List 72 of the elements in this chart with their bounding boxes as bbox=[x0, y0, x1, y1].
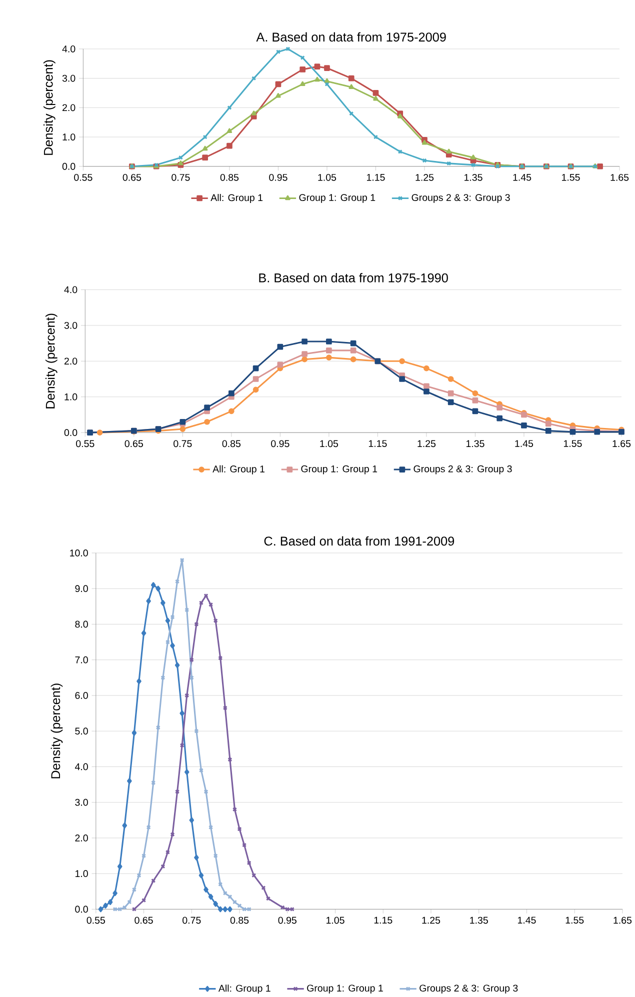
x-tick-label: 0.85 bbox=[222, 440, 240, 448]
x-tick-label: 1.35 bbox=[470, 916, 488, 924]
y-tick-label: 0.0 bbox=[75, 906, 88, 913]
legend-label: All: Group 1 bbox=[210, 194, 262, 204]
legend-label: Groups 2 & 3: Group 3 bbox=[412, 194, 510, 203]
x-tick-label: 1.05 bbox=[318, 174, 336, 181]
y-tick-label: 6.0 bbox=[75, 692, 88, 699]
x-tick-label: 0.65 bbox=[122, 174, 141, 181]
chart-title: A. Based on data from 1975-2009 bbox=[256, 32, 446, 42]
legend-label: Groups 2 & 3: Group 3 bbox=[420, 984, 518, 994]
x-tick-label: 1.25 bbox=[416, 174, 434, 181]
chart-title: B. Based on data from 1975-1990 bbox=[259, 273, 448, 282]
x-tick-label: 0.85 bbox=[230, 916, 249, 924]
x-tick-label: 0.55 bbox=[74, 174, 92, 181]
x-tick-label: 0.85 bbox=[220, 174, 238, 181]
y-tick-label: 9.0 bbox=[75, 585, 88, 592]
x-tick-label: 1.05 bbox=[320, 440, 338, 448]
x-tick-label: 1.45 bbox=[515, 440, 533, 447]
x-tick-label: 1.45 bbox=[513, 174, 531, 181]
x-tick-label: 0.95 bbox=[278, 916, 296, 924]
x-tick-label: 0.55 bbox=[86, 916, 105, 924]
x-tick-label: 1.55 bbox=[564, 440, 582, 447]
x-tick-label: 1.35 bbox=[466, 440, 484, 448]
legend-label: All: Group 1 bbox=[212, 465, 264, 474]
x-tick-label: 0.55 bbox=[76, 440, 94, 448]
x-tick-label: 0.65 bbox=[124, 440, 143, 448]
y-tick-label: 2.0 bbox=[64, 358, 78, 365]
x-tick-label: 1.65 bbox=[610, 174, 629, 181]
legend-label: Group 1: Group 1 bbox=[301, 465, 377, 474]
y-tick-label: 4.0 bbox=[62, 45, 76, 52]
y-axis-title: Density (percent) bbox=[45, 314, 58, 408]
x-tick-label: 1.65 bbox=[614, 916, 632, 924]
x-tick-label: 1.05 bbox=[326, 916, 344, 924]
y-tick-label: 1.0 bbox=[75, 870, 88, 878]
x-tick-label: 0.75 bbox=[173, 440, 192, 448]
x-tick-label: 0.75 bbox=[182, 916, 201, 924]
chart-title: C. Based on data from 1991-2009 bbox=[264, 536, 454, 546]
y-tick-label: 10.0 bbox=[70, 550, 88, 556]
x-tick-label: 1.55 bbox=[566, 916, 584, 924]
y-tick-label: 2.0 bbox=[62, 104, 76, 112]
y-tick-label: 7.0 bbox=[75, 656, 88, 664]
y-tick-label: 0.0 bbox=[64, 429, 78, 436]
y-tick-label: 2.0 bbox=[75, 834, 88, 842]
y-tick-label: 8.0 bbox=[75, 620, 88, 628]
y-tick-label: 3.0 bbox=[64, 322, 78, 329]
x-tick-label: 1.65 bbox=[612, 440, 630, 448]
legend-label: Groups 2 & 3: Group 3 bbox=[414, 465, 512, 474]
x-tick-label: 1.15 bbox=[368, 440, 387, 447]
x-tick-label: 0.95 bbox=[269, 174, 288, 181]
x-tick-label: 1.15 bbox=[374, 916, 392, 924]
x-tick-label: 0.75 bbox=[172, 174, 190, 181]
y-tick-label: 5.0 bbox=[75, 728, 88, 735]
x-tick-label: 1.25 bbox=[422, 916, 440, 924]
x-tick-label: 0.65 bbox=[134, 916, 153, 924]
y-axis-title: Density (percent) bbox=[50, 684, 63, 778]
x-tick-label: 1.45 bbox=[518, 916, 536, 924]
x-tick-label: 1.25 bbox=[418, 440, 436, 448]
y-tick-label: 4.0 bbox=[74, 763, 88, 770]
legend-label: Group 1: Group 1 bbox=[306, 984, 383, 994]
x-tick-label: 0.95 bbox=[270, 440, 290, 448]
x-tick-label: 1.35 bbox=[464, 174, 482, 181]
y-tick-label: 3.0 bbox=[62, 74, 76, 82]
legend-label: Group 1: Group 1 bbox=[299, 194, 375, 203]
y-axis-title: Density (percent) bbox=[43, 60, 56, 155]
y-tick-label: 0.0 bbox=[62, 162, 76, 170]
x-tick-label: 1.55 bbox=[562, 174, 580, 181]
x-tick-label: 1.15 bbox=[366, 174, 385, 181]
y-tick-label: 1.0 bbox=[62, 134, 76, 140]
y-tick-label: 4.0 bbox=[64, 286, 78, 294]
legend-label: All: Group 1 bbox=[218, 984, 270, 994]
y-tick-label: 3.0 bbox=[75, 798, 88, 806]
y-tick-label: 1.0 bbox=[64, 393, 78, 400]
